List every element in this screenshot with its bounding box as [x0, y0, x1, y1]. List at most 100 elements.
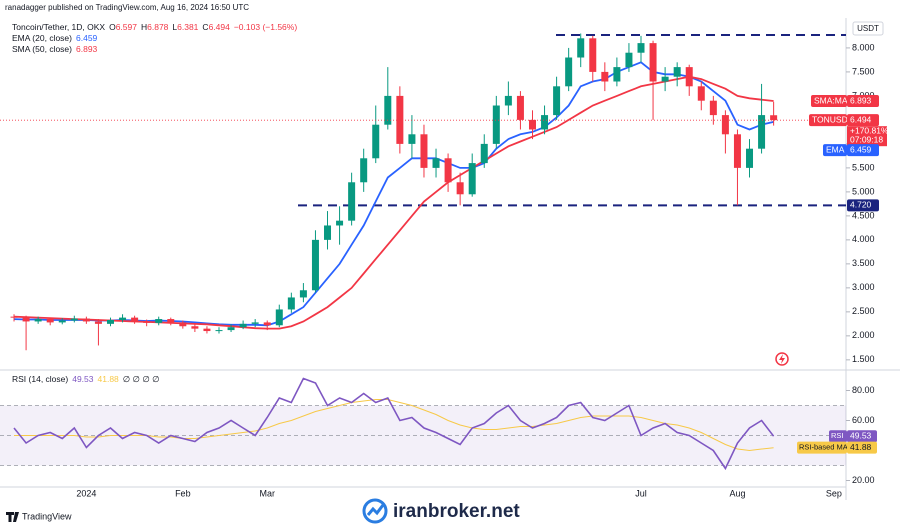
- candle-body: [637, 43, 645, 53]
- rsi-tag: [797, 441, 847, 454]
- candle-body: [589, 38, 597, 72]
- candle-body: [456, 182, 464, 195]
- x-tick-label: Sep: [826, 488, 842, 498]
- rsi-tag-value: 41.88: [850, 442, 872, 452]
- candle-body: [203, 328, 211, 332]
- candle-body: [770, 115, 778, 121]
- candle-body: [408, 134, 416, 144]
- alert-icon[interactable]: [775, 352, 789, 366]
- ohlc-value: 6.597: [116, 22, 138, 32]
- price-tag-change: +170.81%: [850, 125, 889, 135]
- candle-body: [625, 52, 633, 68]
- rsi-tag-value-box: [847, 441, 877, 454]
- y-tick-label: 2.500: [852, 306, 875, 316]
- candle-body: [336, 220, 344, 226]
- price-tag-extra: [847, 126, 887, 147]
- x-tick-label: Jul: [635, 488, 647, 498]
- candle-body: [155, 319, 163, 323]
- rsi-value: 41.88: [98, 374, 120, 384]
- rsi-line: [14, 399, 774, 452]
- level-tag: [847, 199, 879, 212]
- candle-body: [360, 158, 368, 183]
- ohlc-key: L: [172, 22, 177, 32]
- candle-body: [106, 320, 114, 324]
- indicator-value: 6.459: [76, 33, 98, 43]
- brand[interactable]: TradingView: [22, 511, 72, 521]
- candle-body: [685, 67, 693, 87]
- price-tag-value: 6.459: [850, 144, 872, 154]
- currency-box[interactable]: [852, 21, 884, 36]
- candle-body: [480, 143, 488, 164]
- candle-body: [504, 95, 512, 106]
- candle-body: [758, 115, 766, 149]
- candle-body: [227, 327, 235, 331]
- candle-body: [94, 321, 102, 324]
- watermark-logo: [362, 498, 388, 524]
- candle-body: [348, 182, 356, 221]
- candle-body: [275, 309, 283, 326]
- y-tick-label: 4.500: [852, 210, 875, 220]
- y-tick-label: 5.500: [852, 162, 875, 172]
- x-tick-label: 2024: [76, 488, 96, 498]
- price-tag-name: SMA:MA: [814, 95, 848, 105]
- y-tick-label: 3.000: [852, 282, 875, 292]
- y-tick-label: 8.000: [852, 42, 875, 52]
- candle-body: [577, 38, 585, 58]
- candle-body: [528, 119, 536, 130]
- ohlc-change: −0.103 (−1.56%): [234, 22, 297, 32]
- candle-body: [70, 318, 78, 321]
- candle-body: [553, 86, 561, 116]
- candle-body: [697, 86, 705, 101]
- y-tick-label: 5.000: [852, 186, 875, 196]
- candle-body: [119, 317, 127, 321]
- rsi-extra: ∅ ∅ ∅ ∅: [123, 374, 160, 384]
- y-tick-label: 1.500: [852, 354, 875, 364]
- legend-row: Toncoin/Tether, 1D, OKX O6.597 H6.878 L6.38…: [12, 22, 297, 32]
- currency[interactable]: USDT: [857, 24, 879, 33]
- candle-body: [492, 105, 500, 144]
- candle-body: [432, 158, 440, 168]
- candle-body: [468, 163, 476, 195]
- ohlc-key: C: [202, 22, 208, 32]
- candle-body: [661, 76, 669, 82]
- candle-body: [516, 95, 524, 120]
- rsi-y-tick-label: 80.00: [852, 385, 875, 395]
- price-tag: [823, 144, 847, 157]
- price-tag-name: EMA: [826, 144, 845, 154]
- rsi-y-tick-label: 20.00: [852, 475, 875, 485]
- candle-body: [299, 290, 307, 298]
- candle-body: [215, 330, 223, 332]
- x-tick-label: Mar: [259, 488, 275, 498]
- rsi-name: RSI (14, close): [12, 374, 68, 384]
- candle-body: [131, 317, 139, 322]
- ohlc-key: O: [109, 22, 116, 32]
- x-tick-label: Aug: [729, 488, 745, 498]
- y-tick-label: 4.000: [852, 234, 875, 244]
- candle-body: [420, 134, 428, 168]
- candle-body: [311, 239, 319, 291]
- brand-logo[interactable]: [6, 512, 19, 522]
- candle-body: [541, 115, 549, 130]
- rsi-line: [13, 377, 775, 471]
- rsi-tag-value-box: [847, 430, 877, 443]
- publisher: ranadagger published on TradingView.com,…: [5, 3, 249, 12]
- symbol: Toncoin/Tether, 1D, OKX: [12, 22, 105, 32]
- price-tag-value: 6.494: [850, 114, 872, 124]
- candle-body: [179, 322, 187, 327]
- legend-row: EMA (20, close) 6.459: [12, 33, 98, 43]
- ohlc-key: H: [141, 22, 147, 32]
- price-tag-value-box: [847, 144, 879, 157]
- y-tick-label: 2.000: [852, 330, 875, 340]
- candle-body: [143, 321, 151, 323]
- price-tag: [809, 114, 847, 127]
- rsi-tag-name: RSI-based MA: [799, 443, 848, 452]
- candle-body: [191, 326, 199, 329]
- rsi-tag-value: 49.53: [850, 430, 872, 440]
- candle-body: [167, 319, 175, 323]
- candle-body: [287, 297, 295, 310]
- candle-body: [58, 320, 66, 323]
- indicator-value: 6.893: [76, 44, 98, 54]
- indicator-name: EMA (20, close): [12, 33, 72, 43]
- candle-body: [746, 148, 754, 168]
